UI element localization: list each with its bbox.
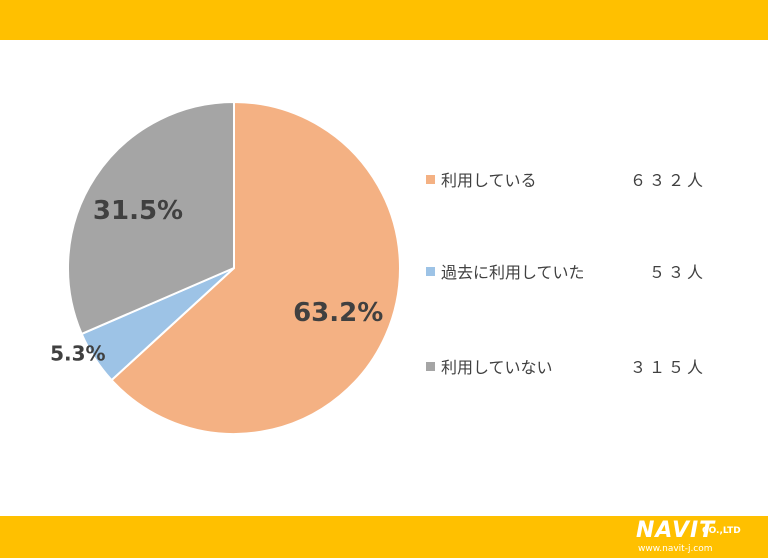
legend-swatch [426, 361, 435, 371]
slice-using [110, 100, 401, 435]
legend-count: ５３人 [648, 263, 706, 282]
legend-item-using: 利用している ６３２人 [426, 167, 716, 191]
slice-value-label: 31.5% [93, 196, 183, 226]
legend-label: 過去に利用していた [441, 263, 585, 282]
top-band [0, 0, 768, 40]
logo-url: www.navit-j.com [638, 544, 713, 554]
slice-value-label: 63.2% [293, 298, 383, 328]
navit-logo: NAVIT CO.,LTD www.navit-j.com [636, 518, 762, 556]
legend-swatch [426, 266, 435, 276]
logo-brand: NAVIT [636, 518, 716, 543]
legend-item-not-using: 利用していない ３１５人 [426, 354, 716, 378]
slice-value-label: 5.3% [50, 342, 105, 366]
legend-count: ６３２人 [629, 171, 706, 190]
legend-label: 利用していない [441, 358, 553, 377]
chart-legend: 利用している ６３２人 過去に利用していた ５３人 利用していない ３１５人 [426, 0, 726, 558]
legend-swatch [426, 174, 435, 184]
legend-item-used-before: 過去に利用していた ５３人 [426, 259, 716, 283]
bottom-band [0, 516, 768, 558]
slice-not-using [67, 100, 235, 336]
logo-suffix: CO.,LTD [702, 526, 741, 536]
legend-label: 利用している [441, 171, 537, 190]
legend-count: ３１５人 [629, 358, 706, 377]
